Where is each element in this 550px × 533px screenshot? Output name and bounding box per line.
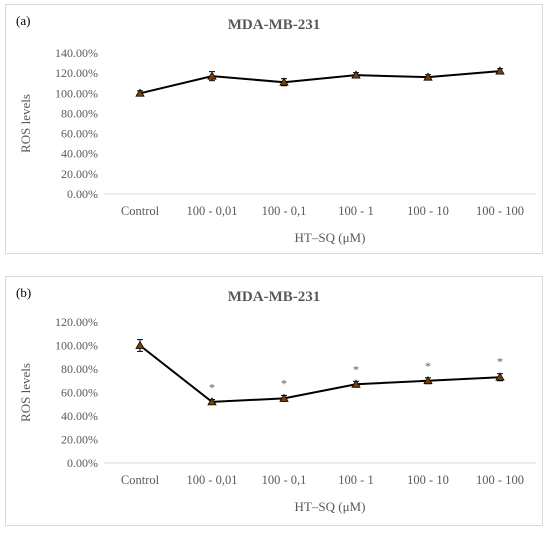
y-axis-label: ROS levels — [18, 363, 33, 422]
x-tick-label: 100 - 100 — [476, 473, 524, 487]
chart-title: MDA-MB-231 — [227, 289, 321, 305]
y-axis-label: ROS levels — [18, 94, 33, 153]
chart-plot-area: 0.00% 20.00% 40.00% 60.00% 80.00% 100.00% 120.… — [18, 315, 536, 514]
series-line — [139, 344, 501, 403]
chart-title: MDA-MB-231 — [227, 17, 321, 33]
significance-marker: * — [425, 359, 431, 373]
data-point — [423, 72, 433, 81]
x-tick-label: 100 - 10 — [407, 204, 449, 218]
series-line — [139, 70, 501, 95]
x-axis-label: HT–SQ (μM) — [295, 230, 366, 245]
y-tick-label: 40.00% — [61, 409, 98, 423]
data-point — [351, 379, 361, 388]
y-tick-label: 140.00% — [55, 46, 98, 60]
y-tick-label: 80.00% — [61, 362, 98, 376]
y-tick-label: 0.00% — [67, 456, 98, 470]
chart-panel-b: (b) MDA-MB-231 0.00% 20.00% 40.00% 60.00% 80… — [5, 276, 543, 526]
significance-marker: * — [353, 362, 359, 376]
x-tick-label: 100 - 1 — [338, 473, 373, 487]
data-point — [423, 375, 433, 385]
data-point — [279, 77, 289, 86]
data-point — [135, 340, 145, 349]
x-tick-label: Control — [121, 473, 160, 487]
y-tick-label: 60.00% — [61, 386, 98, 400]
x-tick-label: 100 - 0,01 — [186, 473, 237, 487]
x-tick-label: 100 - 0,1 — [262, 473, 307, 487]
significance-marker: * — [497, 355, 503, 369]
data-point — [135, 88, 145, 97]
y-tick-label: 60.00% — [61, 127, 98, 141]
y-tick-label: 0.00% — [67, 187, 98, 201]
y-tick-label: 100.00% — [55, 86, 98, 100]
significance-marker: * — [281, 376, 287, 390]
y-tick-label: 20.00% — [61, 433, 98, 447]
y-tick-label: 100.00% — [55, 339, 98, 353]
panel-label: (b) — [16, 285, 32, 300]
chart-panel-a: (a) MDA-MB-231 0.00% 20.00% 40.00% 60.00% 80… — [5, 4, 543, 254]
y-tick-label: 120.00% — [55, 66, 98, 80]
x-tick-label: Control — [121, 204, 160, 218]
y-tick-label: 120.00% — [55, 315, 98, 329]
x-tick-label: 100 - 0,01 — [186, 204, 237, 218]
x-tick-label: 100 - 10 — [407, 473, 449, 487]
y-tick-label: 80.00% — [61, 106, 98, 120]
data-point — [351, 70, 361, 79]
y-tick-label: 40.00% — [61, 147, 98, 161]
chart-plot-area: 0.00% 20.00% 40.00% 60.00% 80.00% 100.00% 120.… — [18, 46, 536, 245]
x-tick-label: 100 - 0,1 — [262, 204, 307, 218]
x-tick-label: 100 - 1 — [338, 204, 373, 218]
data-point — [495, 66, 505, 75]
panel-label: (a) — [16, 13, 31, 28]
data-point — [495, 372, 505, 381]
data-point — [279, 393, 289, 402]
y-tick-label: 20.00% — [61, 167, 98, 181]
x-tick-label: 100 - 100 — [476, 204, 524, 218]
significance-marker: * — [209, 381, 215, 395]
data-point — [207, 71, 217, 80]
data-point — [207, 397, 217, 406]
x-axis-label: HT–SQ (μM) — [295, 499, 366, 514]
